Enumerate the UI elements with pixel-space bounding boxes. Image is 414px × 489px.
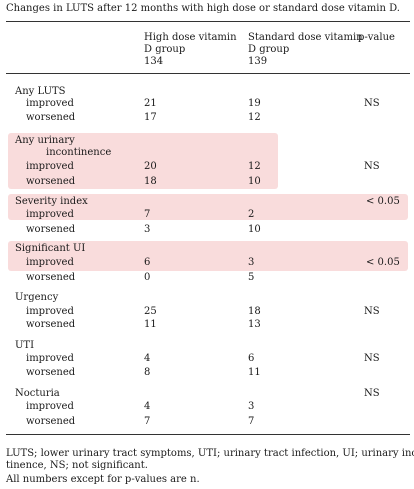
cell-high-dose: 4	[144, 401, 151, 412]
table-caption: Changes in LUTS after 12 months with hig…	[6, 3, 400, 14]
header-standard-dose-line2: D group	[248, 44, 290, 55]
cell-high-dose: 6	[144, 257, 151, 268]
cell-standard-dose: 19	[248, 98, 261, 109]
row-label-worsened: worsened	[26, 367, 76, 378]
cell-high-dose: 18	[144, 176, 157, 187]
group-label-any-urinary-line1: Any urinary	[15, 135, 75, 146]
highlight-any-urinary-incontinence	[8, 133, 278, 189]
group-label-nocturia: Nocturia	[15, 388, 60, 399]
row-label-improved: improved	[26, 161, 74, 172]
cell-high-dose: 25	[144, 306, 157, 317]
row-label-improved: improved	[26, 306, 74, 317]
header-high-dose-line2: D group	[144, 44, 186, 55]
cell-standard-dose: 13	[248, 319, 261, 330]
cell-p-value: NS	[364, 353, 380, 364]
group-label-uti: UTI	[15, 340, 35, 351]
cell-high-dose: 11	[144, 319, 157, 330]
row-label-improved: improved	[26, 353, 74, 364]
top-rule	[6, 21, 410, 22]
cell-high-dose: 4	[144, 353, 151, 364]
header-high-dose-line1: High dose vitamin	[144, 32, 237, 43]
cell-standard-dose: 18	[248, 306, 261, 317]
group-label-any-luts: Any LUTS	[15, 86, 66, 97]
cell-p-value: < 0.05	[366, 196, 400, 207]
header-standard-dose-line1: Standard dose vitamin	[248, 32, 363, 43]
cell-high-dose: 7	[144, 416, 151, 427]
row-label-worsened: worsened	[26, 319, 76, 330]
footnote-line1: LUTS; lower urinary tract symptoms, UTI;…	[6, 448, 414, 459]
cell-p-value: < 0.05	[366, 257, 400, 268]
highlight-severity-index	[8, 194, 408, 220]
group-label-severity-index: Severity index	[15, 196, 88, 207]
highlight-significant-ui	[8, 241, 408, 271]
cell-standard-dose: 6	[248, 353, 255, 364]
cell-standard-dose: 3	[248, 401, 255, 412]
header-p-value: p-value	[358, 32, 395, 43]
header-standard-dose-n: 139	[248, 56, 268, 67]
cell-standard-dose: 11	[248, 367, 261, 378]
row-label-improved: improved	[26, 209, 74, 220]
cell-p-value: NS	[364, 161, 380, 172]
cell-high-dose: 7	[144, 209, 151, 220]
cell-standard-dose: 10	[248, 224, 261, 235]
cell-high-dose: 3	[144, 224, 151, 235]
cell-high-dose: 8	[144, 367, 151, 378]
cell-p-value: NS	[364, 98, 380, 109]
cell-standard-dose: 12	[248, 112, 261, 123]
footnote-line2: tinence, NS; not significant.	[6, 460, 148, 471]
cell-p-value: NS	[364, 306, 380, 317]
row-label-worsened: worsened	[26, 112, 76, 123]
group-label-any-urinary-line2: incontinence	[46, 147, 112, 158]
cell-standard-dose: 2	[248, 209, 255, 220]
header-high-dose-n: 134	[144, 56, 164, 67]
header-rule	[6, 73, 410, 74]
bottom-rule	[6, 434, 410, 435]
row-label-worsened: worsened	[26, 224, 76, 235]
cell-standard-dose: 7	[248, 416, 255, 427]
row-label-worsened: worsened	[26, 416, 76, 427]
cell-standard-dose: 5	[248, 272, 255, 283]
row-label-improved: improved	[26, 98, 74, 109]
cell-p-value: NS	[364, 388, 380, 399]
group-label-significant-ui: Significant UI	[15, 243, 86, 254]
row-label-worsened: worsened	[26, 272, 76, 283]
row-label-improved: improved	[26, 257, 74, 268]
cell-standard-dose: 3	[248, 257, 255, 268]
cell-high-dose: 20	[144, 161, 157, 172]
cell-high-dose: 0	[144, 272, 151, 283]
cell-high-dose: 21	[144, 98, 157, 109]
row-label-improved: improved	[26, 401, 74, 412]
cell-standard-dose: 10	[248, 176, 261, 187]
cell-standard-dose: 12	[248, 161, 261, 172]
cell-high-dose: 17	[144, 112, 157, 123]
footnote-line3: All numbers except for p-values are n.	[6, 474, 200, 485]
row-label-worsened: worsened	[26, 176, 76, 187]
group-label-urgency: Urgency	[15, 292, 59, 303]
